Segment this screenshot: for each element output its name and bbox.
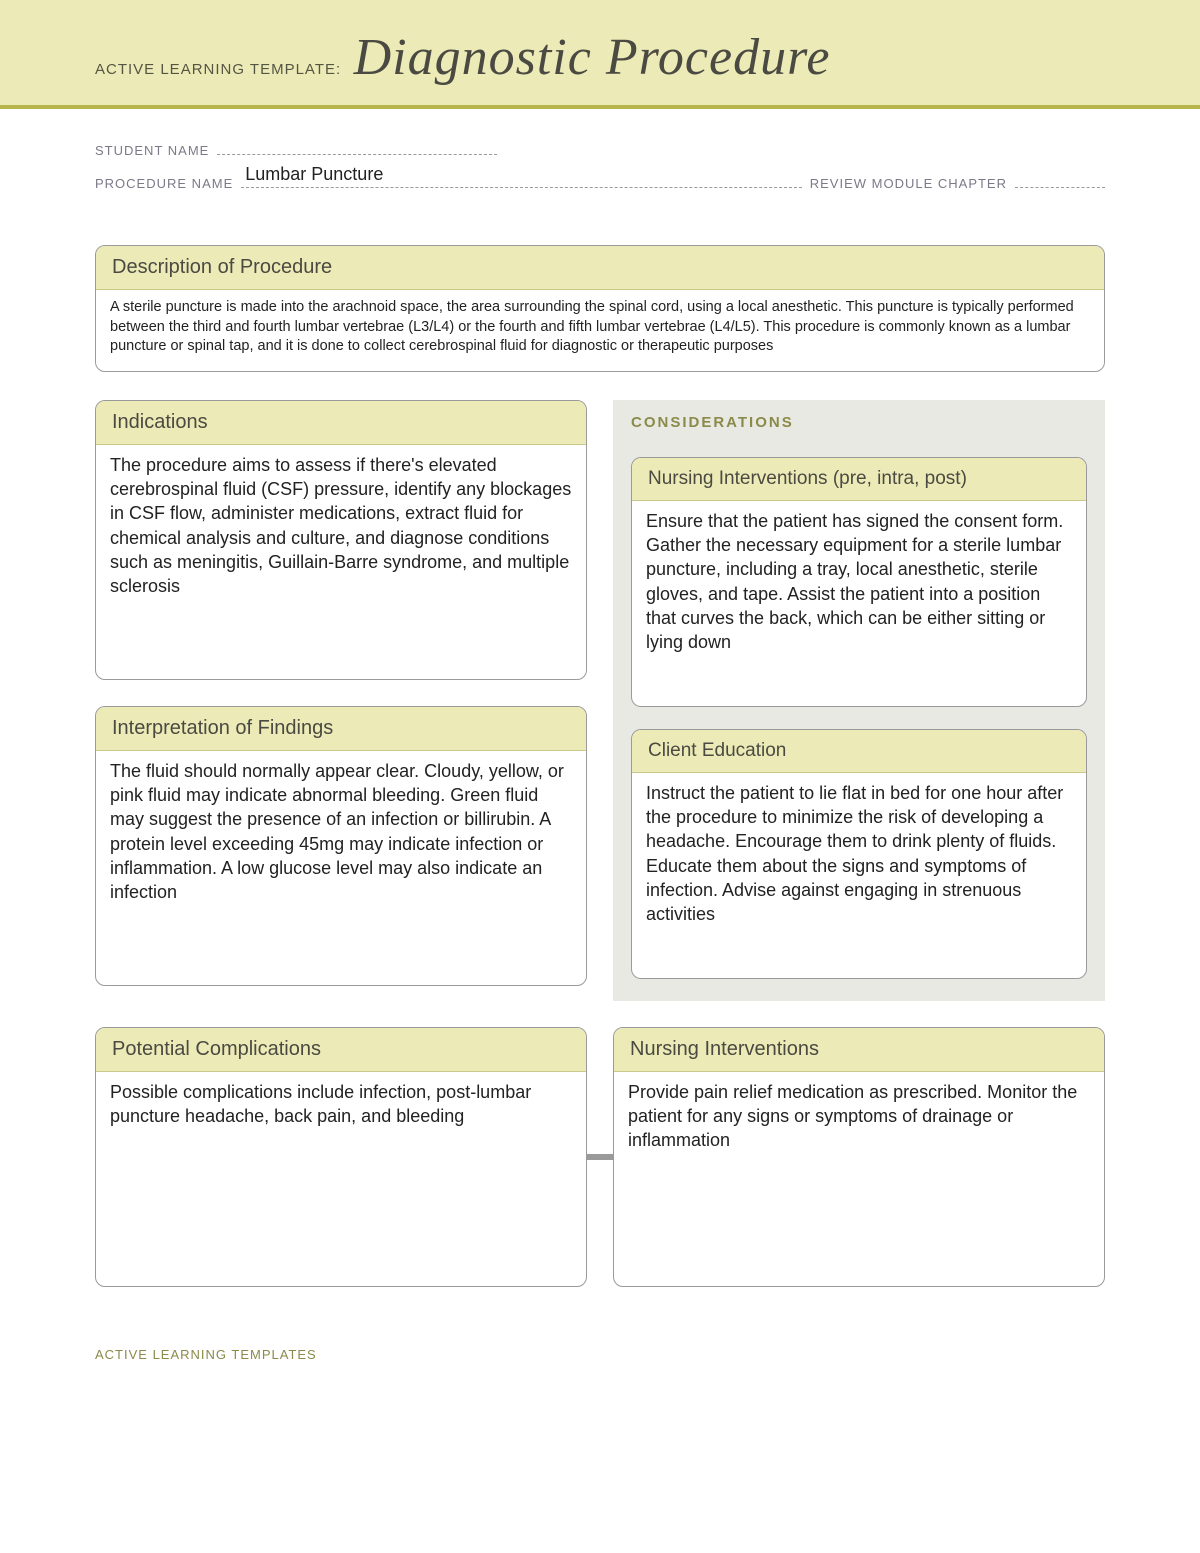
- box-connector: [587, 1154, 613, 1160]
- review-chapter-field[interactable]: [1015, 172, 1105, 188]
- complications-body: Possible complications include infection…: [96, 1072, 586, 1286]
- nursing-pre-title: Nursing Interventions (pre, intra, post): [632, 458, 1086, 501]
- header-band: ACTIVE LEARNING TEMPLATE: Diagnostic Pro…: [0, 0, 1200, 109]
- meta-block: STUDENT NAME PROCEDURE NAME Lumbar Punct…: [0, 109, 1200, 215]
- indications-title: Indications: [96, 401, 586, 445]
- complications-title: Potential Complications: [96, 1028, 586, 1072]
- interpretation-body: The fluid should normally appear clear. …: [96, 751, 586, 985]
- indications-body: The procedure aims to assess if there's …: [96, 445, 586, 679]
- nursing-pre-body: Ensure that the patient has signed the c…: [632, 501, 1086, 706]
- procedure-name-label: PROCEDURE NAME: [95, 176, 233, 191]
- client-ed-box: Client Education Instruct the patient to…: [631, 729, 1087, 979]
- procedure-name-field[interactable]: Lumbar Puncture: [241, 172, 802, 188]
- two-column-row: Indications The procedure aims to assess…: [95, 400, 1105, 1001]
- student-name-field[interactable]: [217, 139, 497, 155]
- description-box: Description of Procedure A sterile punct…: [95, 245, 1105, 372]
- header-prefix: ACTIVE LEARNING TEMPLATE:: [95, 61, 341, 78]
- complications-box: Potential Complications Possible complic…: [95, 1027, 587, 1287]
- indications-box: Indications The procedure aims to assess…: [95, 400, 587, 680]
- procedure-name-value: Lumbar Puncture: [245, 164, 383, 185]
- considerations-group: CONSIDERATIONS Nursing Interventions (pr…: [613, 400, 1105, 1001]
- footer-text: ACTIVE LEARNING TEMPLATES: [0, 1327, 1200, 1402]
- interpretation-title: Interpretation of Findings: [96, 707, 586, 751]
- header-title: Diagnostic Procedure: [354, 28, 831, 87]
- content-area: Description of Procedure A sterile punct…: [0, 215, 1200, 1327]
- considerations-title: CONSIDERATIONS: [631, 414, 1087, 431]
- page: ACTIVE LEARNING TEMPLATE: Diagnostic Pro…: [0, 0, 1200, 1402]
- description-body: A sterile puncture is made into the arac…: [96, 290, 1104, 371]
- nursing-interventions-title: Nursing Interventions: [614, 1028, 1104, 1072]
- nursing-interventions-body: Provide pain relief medication as prescr…: [614, 1072, 1104, 1286]
- bottom-row: Potential Complications Possible complic…: [95, 1027, 1105, 1287]
- right-column: CONSIDERATIONS Nursing Interventions (pr…: [613, 400, 1105, 1001]
- nursing-interventions-box: Nursing Interventions Provide pain relie…: [613, 1027, 1105, 1287]
- interpretation-box: Interpretation of Findings The fluid sho…: [95, 706, 587, 986]
- nursing-pre-box: Nursing Interventions (pre, intra, post)…: [631, 457, 1087, 707]
- client-ed-title: Client Education: [632, 730, 1086, 773]
- student-name-label: STUDENT NAME: [95, 143, 209, 158]
- review-chapter-label: REVIEW MODULE CHAPTER: [810, 176, 1007, 191]
- description-title: Description of Procedure: [96, 246, 1104, 290]
- client-ed-body: Instruct the patient to lie flat in bed …: [632, 773, 1086, 978]
- left-column: Indications The procedure aims to assess…: [95, 400, 587, 1001]
